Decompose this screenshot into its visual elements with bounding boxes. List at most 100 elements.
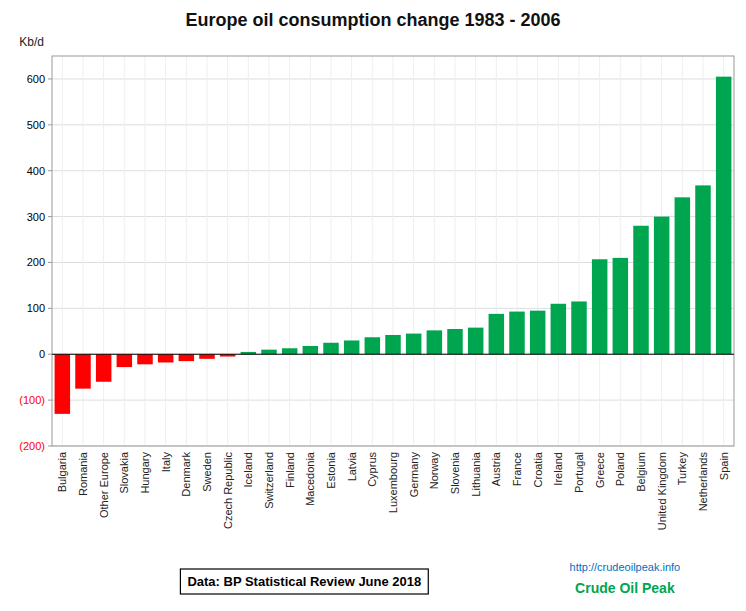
x-tick-label: Bulgaria	[56, 451, 68, 492]
x-tick-label: Luxembourg	[387, 452, 399, 513]
x-grid-line	[537, 56, 538, 446]
bar	[55, 354, 70, 414]
x-tick-label: Hungary	[139, 452, 151, 494]
x-tick-label: Latvia	[346, 451, 358, 481]
bars	[55, 77, 732, 414]
bar	[96, 354, 112, 382]
x-tick-label: Estonia	[325, 451, 337, 489]
y-tick-label: (100)	[19, 394, 45, 406]
x-tick-label: Czech Republic	[222, 452, 234, 530]
bar	[158, 354, 174, 362]
y-tick-label: 400	[27, 165, 45, 177]
y-tick-label: 100	[27, 302, 45, 314]
bar	[468, 328, 484, 355]
zero-line	[52, 354, 734, 355]
x-tick-label: Cyprus	[366, 452, 378, 487]
x-tick-label: Ireland	[552, 452, 564, 486]
x-tick-label: Portugal	[573, 452, 585, 493]
bar	[427, 330, 443, 354]
y-tick	[48, 400, 52, 401]
x-tick-label: Norway	[428, 452, 440, 490]
bar	[675, 197, 691, 354]
x-tick-label: Slovakia	[118, 451, 130, 493]
x-tick-label: Turkey	[676, 452, 688, 486]
logo-note: Crude Oil Peak	[575, 580, 675, 596]
y-tick	[48, 262, 52, 263]
x-grid-line	[165, 56, 166, 446]
x-grid-line	[310, 56, 311, 446]
x-tick-label: Lithuania	[470, 451, 482, 497]
bar	[633, 226, 649, 354]
title: Europe oil consumption change 1983 - 200…	[185, 10, 560, 30]
x-tick-label: Switzerland	[263, 452, 275, 509]
x-grid-line	[124, 56, 125, 446]
bar	[365, 337, 381, 354]
x-grid-line	[351, 56, 352, 446]
x-tick-label: United Kingdom	[656, 452, 668, 530]
x-grid-line	[558, 56, 559, 446]
y-tick	[48, 124, 52, 125]
y-tick	[48, 78, 52, 79]
source-note: Data: BP Statistical Review June 2018	[187, 574, 421, 589]
x-grid-line	[207, 56, 208, 446]
x-tick-label: Spain	[718, 452, 730, 480]
y-tick	[48, 308, 52, 309]
x-grid-line	[331, 56, 332, 446]
bar	[303, 346, 319, 354]
bar	[613, 258, 629, 354]
bar	[592, 259, 608, 354]
bar	[489, 314, 505, 354]
x-grid-line	[475, 56, 476, 446]
bar	[695, 185, 711, 354]
grid	[52, 56, 734, 446]
bar	[571, 301, 587, 354]
y-tick-label: 500	[27, 119, 45, 131]
x-tick-label: France	[511, 452, 523, 486]
x-tick-label: Greece	[594, 452, 606, 488]
x-grid-line	[455, 56, 456, 446]
x-grid-line	[579, 56, 580, 446]
x-tick-label: Germany	[408, 452, 420, 498]
y-grid-line	[52, 354, 734, 355]
source-box	[180, 569, 428, 594]
bar	[509, 312, 525, 355]
y-axis-label: Kb/d	[19, 35, 44, 49]
annotations: Data: BP Statistical Review June 2018 htt…	[180, 561, 680, 596]
bar	[447, 329, 463, 354]
url-note: http://crudeoilpeak.info	[570, 561, 681, 573]
y-tick-label: 600	[27, 73, 45, 85]
y-tick-label: 200	[27, 256, 45, 268]
y-tick-label: 0	[39, 348, 45, 360]
x-tick-label: Austria	[490, 451, 502, 486]
y-axis: (200)(100)0100200300400500600	[19, 73, 52, 452]
y-tick	[48, 170, 52, 171]
bar	[261, 350, 277, 355]
x-grid-line	[434, 56, 435, 446]
chart: (200)(100)0100200300400500600BulgariaRom…	[0, 0, 746, 611]
bar	[199, 354, 215, 359]
x-grid-line	[269, 56, 270, 446]
x-tick-label: Croatia	[532, 451, 544, 487]
y-tick-label: (200)	[19, 440, 45, 452]
plot-frame	[52, 56, 734, 446]
x-grid-line	[393, 56, 394, 446]
x-tick-label: Sweden	[201, 452, 213, 492]
x-tick-label: Romania	[77, 451, 89, 496]
x-tick-label: Finland	[284, 452, 296, 488]
x-tick-label: Other Europe	[98, 452, 110, 518]
bar	[323, 343, 339, 354]
x-grid-line	[186, 56, 187, 446]
bar	[344, 340, 360, 354]
y-tick	[48, 446, 52, 447]
x-grid-line	[145, 56, 146, 446]
bar	[75, 354, 91, 388]
x-grid-line	[227, 56, 228, 446]
x-tick-label: Slovenia	[449, 451, 461, 494]
x-grid-line	[289, 56, 290, 446]
bar	[137, 354, 153, 364]
bar	[551, 304, 567, 354]
bar	[385, 335, 401, 354]
x-grid-line	[103, 56, 104, 446]
bar	[117, 354, 133, 367]
x-grid-line	[248, 56, 249, 446]
